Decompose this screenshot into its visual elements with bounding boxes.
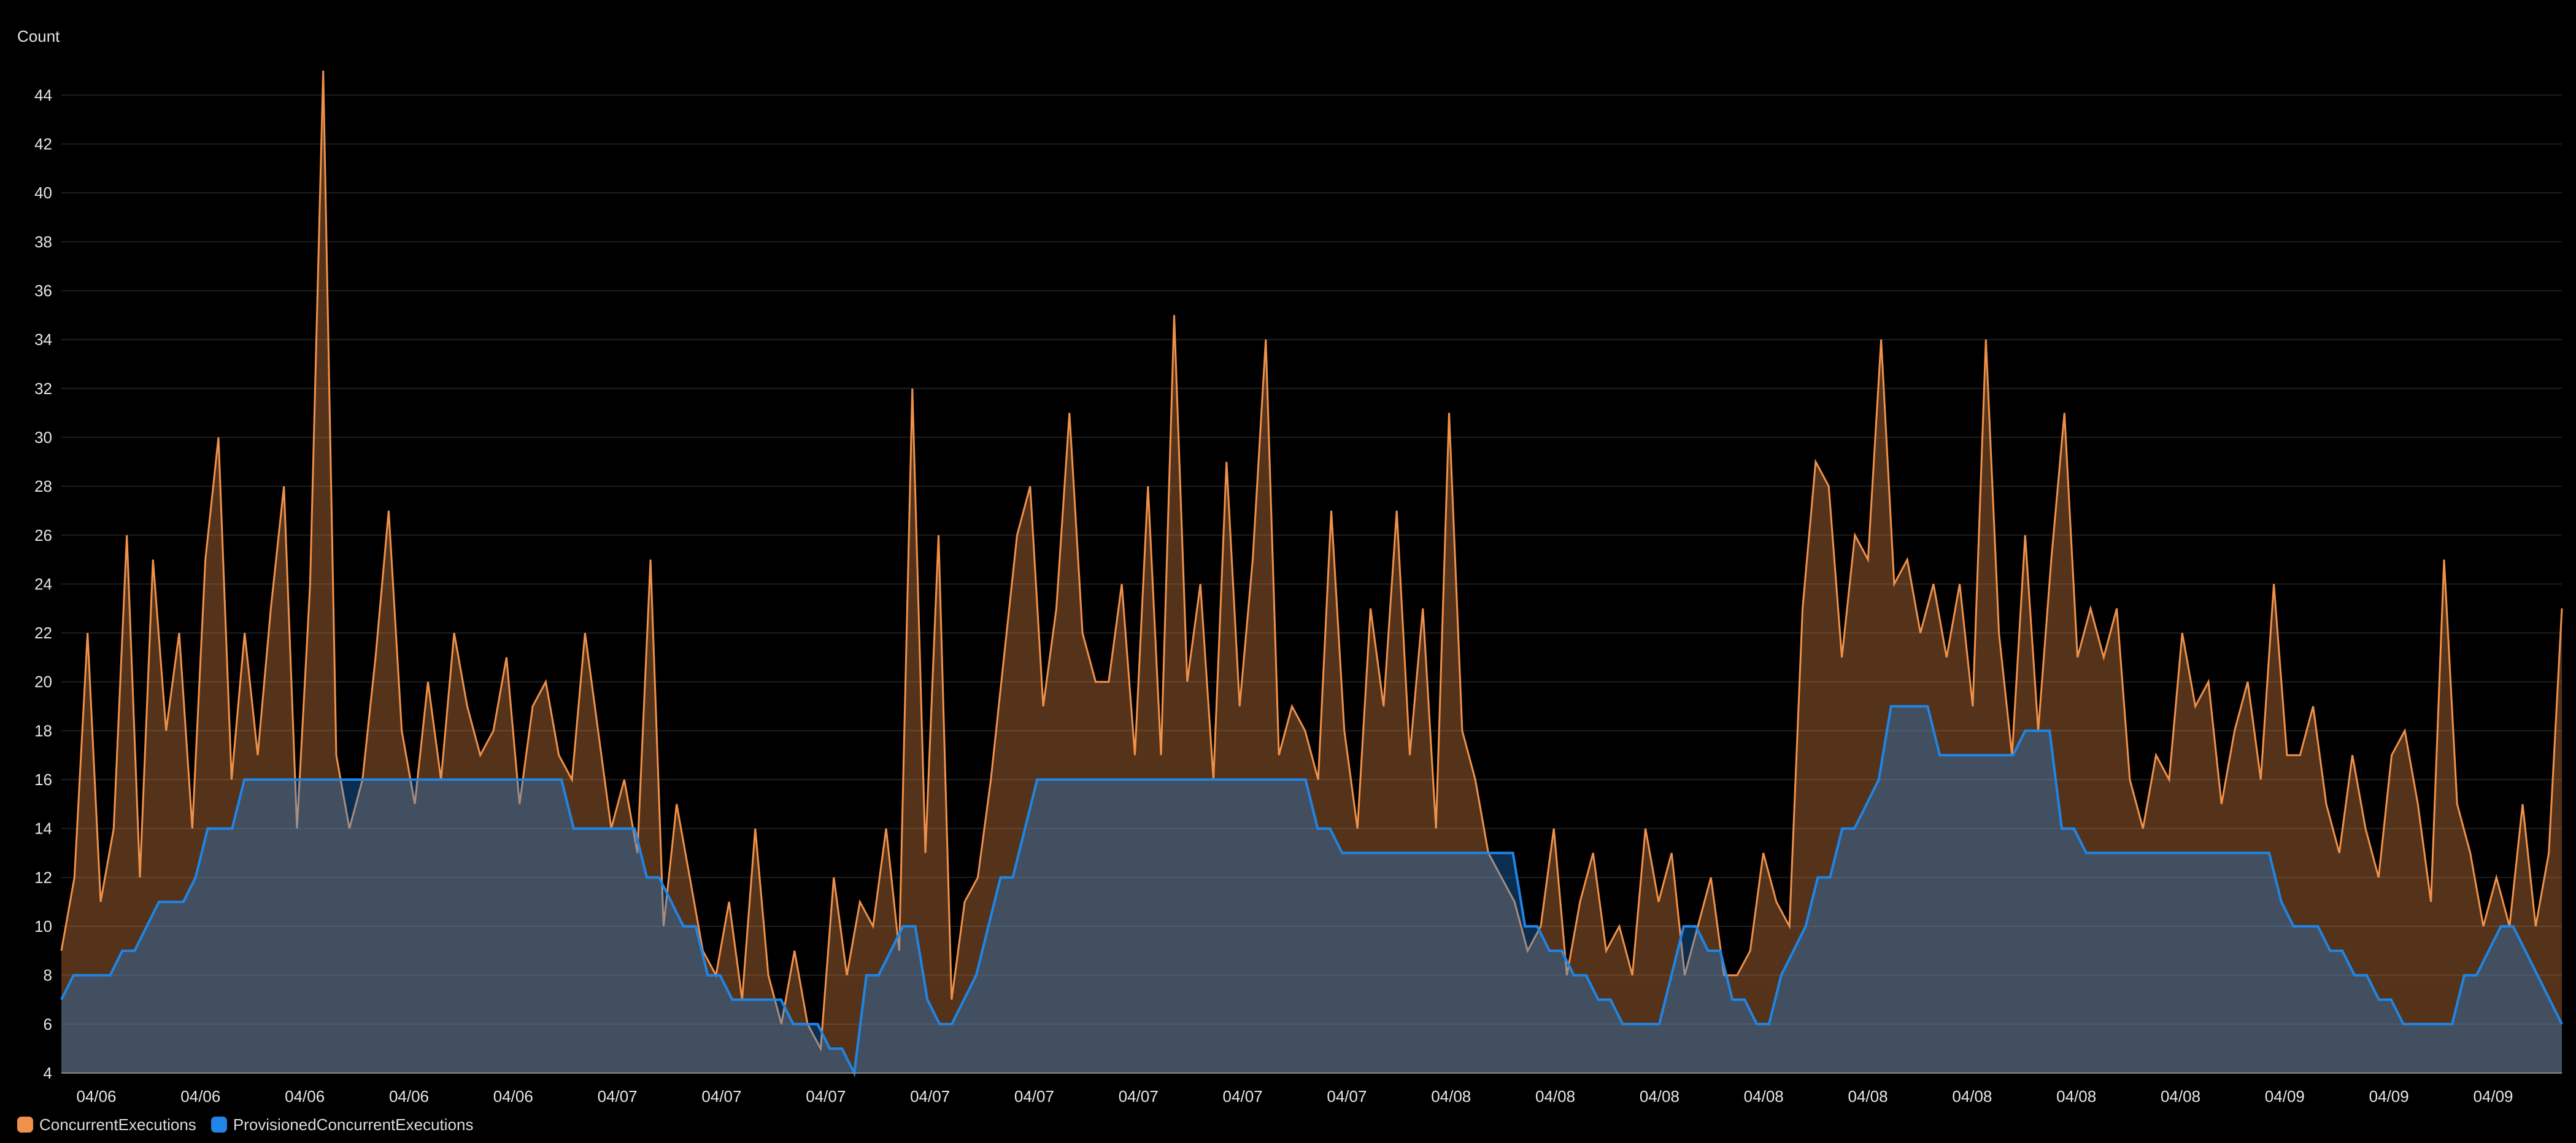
y-tick-label-12: 12	[34, 868, 52, 886]
y-tick-label-44: 44	[34, 86, 52, 104]
x-tick-label-10: 04/07	[1119, 1087, 1159, 1106]
series-line-concurrent-executions	[60, 70, 2563, 1052]
y-tick-label-28: 28	[34, 477, 52, 495]
legend-item-provisioned[interactable]: ProvisionedConcurrentExecutions	[210, 1115, 474, 1134]
y-tick-label-38: 38	[34, 233, 52, 251]
x-tick-label-19: 04/08	[2056, 1087, 2096, 1106]
y-tick-label-22: 22	[34, 624, 52, 642]
y-axis-ticks: 4 6 8 10 12 14 16 18 20 22 24 26 28 30 32 34 36 38 40 42 44	[34, 86, 52, 1082]
legend: ConcurrentExecutions ProvisionedConcurre…	[17, 1112, 473, 1137]
x-tick-label-13: 04/08	[1431, 1087, 1471, 1106]
y-tick-label-8: 8	[44, 966, 52, 985]
x-tick-label-14: 04/08	[1535, 1087, 1575, 1106]
series-area-provisioned-concurrent-executions	[61, 706, 2562, 1073]
y-axis-label: Count	[17, 27, 60, 45]
legend-item-concurrent[interactable]: ConcurrentExecutions	[17, 1115, 196, 1134]
x-tick-label-9: 04/07	[1014, 1087, 1054, 1106]
x-tick-label-20: 04/08	[2161, 1087, 2200, 1106]
y-tick-label-20: 20	[34, 673, 52, 691]
x-tick-label-3: 04/06	[389, 1087, 429, 1106]
y-tick-label-14: 14	[34, 819, 52, 838]
x-axis-ticks: 04/06 04/06 04/06 04/06 04/06 04/07 04/07 04/07…	[76, 1087, 2513, 1106]
y-tick-label-42: 42	[34, 134, 52, 153]
legend-label-concurrent: ConcurrentExecutions	[39, 1115, 196, 1134]
x-tick-label-21: 04/09	[2265, 1087, 2305, 1106]
x-tick-label-8: 04/07	[910, 1087, 950, 1106]
y-tick-label-4: 4	[44, 1064, 52, 1082]
legend-label-provisioned: ProvisionedConcurrentExecutions	[233, 1115, 474, 1134]
x-tick-label-4: 04/06	[493, 1087, 533, 1106]
y-tick-label-36: 36	[34, 281, 52, 300]
y-tick-label-18: 18	[34, 721, 52, 740]
legend-swatch-provisioned	[210, 1117, 227, 1133]
series-line-provisioned-concurrent-executions	[60, 705, 2563, 1077]
y-tick-label-34: 34	[34, 330, 52, 349]
x-tick-label-1: 04/06	[180, 1087, 220, 1106]
x-tick-label-18: 04/08	[1952, 1087, 1992, 1106]
y-tick-label-40: 40	[34, 184, 52, 202]
y-tick-label-30: 30	[34, 428, 52, 446]
x-tick-label-11: 04/07	[1223, 1087, 1263, 1106]
x-tick-label-22: 04/09	[2369, 1087, 2409, 1106]
x-tick-label-23: 04/09	[2473, 1087, 2513, 1106]
y-tick-label-32: 32	[34, 379, 52, 398]
x-tick-label-15: 04/08	[1640, 1087, 1679, 1106]
y-tick-label-6: 6	[44, 1015, 52, 1033]
series-area-concurrent-executions	[61, 71, 2562, 1073]
x-tick-label-12: 04/07	[1327, 1087, 1367, 1106]
x-tick-label-2: 04/06	[285, 1087, 325, 1106]
y-tick-label-26: 26	[34, 526, 52, 544]
y-tick-label-10: 10	[34, 917, 52, 936]
series-layer	[60, 70, 2563, 1077]
x-tick-label-16: 04/08	[1744, 1087, 1784, 1106]
y-tick-label-16: 16	[34, 770, 52, 789]
x-tick-label-17: 04/08	[1848, 1087, 1888, 1106]
legend-swatch-concurrent	[17, 1117, 33, 1133]
x-tick-label-0: 04/06	[76, 1087, 116, 1106]
x-tick-label-7: 04/07	[806, 1087, 846, 1106]
y-tick-label-24: 24	[34, 575, 52, 593]
x-tick-label-5: 04/07	[598, 1087, 638, 1106]
x-tick-label-6: 04/07	[701, 1087, 741, 1106]
